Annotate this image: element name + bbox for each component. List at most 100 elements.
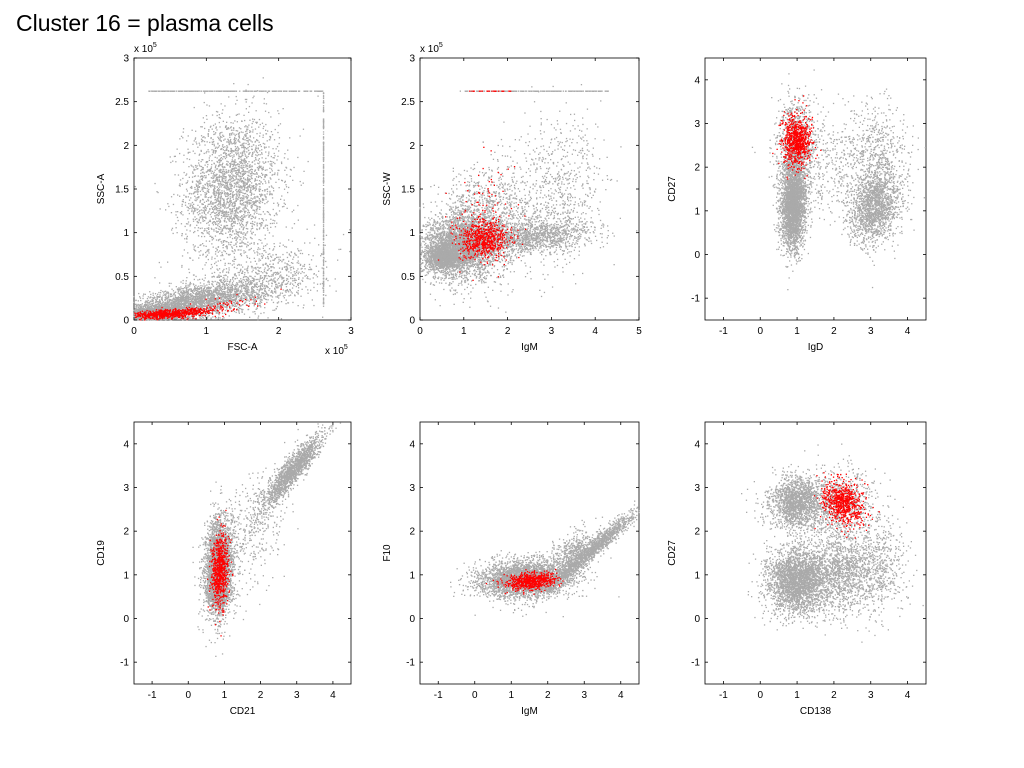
cell-point (235, 141, 237, 143)
cell-point (240, 264, 242, 266)
cell-point (220, 224, 222, 226)
cell-point (213, 187, 216, 189)
cell-point (231, 176, 233, 178)
cell-point (193, 175, 196, 178)
cell-point (230, 170, 233, 172)
cell-point (260, 194, 262, 196)
cell-point (243, 285, 246, 287)
cell-point (245, 207, 247, 209)
cell-point (210, 172, 212, 174)
cell-point (246, 246, 248, 248)
cell-point (192, 166, 195, 168)
cell-point (201, 235, 203, 238)
cell-point (242, 216, 245, 218)
cell-point (212, 138, 214, 141)
cell-point (284, 180, 286, 182)
cell-point (262, 183, 264, 185)
cell-point (230, 200, 232, 202)
cell-point (188, 271, 191, 274)
cell-point (182, 288, 184, 290)
cell-point (234, 250, 236, 252)
cell-point (262, 142, 264, 145)
cell-point (258, 228, 261, 230)
cell-point (231, 205, 233, 207)
cell-point (193, 140, 195, 142)
cell-point (219, 117, 221, 119)
cell-point (247, 188, 249, 191)
cell-point (269, 163, 271, 165)
cell-point (236, 169, 239, 171)
cell-point (194, 188, 196, 191)
cell-point (213, 228, 215, 231)
cell-point (267, 161, 269, 163)
cell-point (216, 248, 218, 251)
cell-point (219, 250, 221, 252)
cell-point (236, 194, 238, 196)
cell-point (231, 231, 234, 233)
cell-point (212, 218, 214, 220)
cell-point (147, 302, 149, 304)
cell-point (229, 230, 231, 233)
cell-point (244, 192, 247, 195)
cell-point (248, 185, 250, 187)
cell-point (264, 195, 266, 197)
cell-point (224, 138, 226, 140)
cell-point (232, 294, 235, 296)
cell-point (218, 164, 220, 167)
cell-point (250, 166, 252, 168)
cell-point (230, 179, 232, 181)
cell-point (175, 222, 177, 225)
cell-point (246, 130, 248, 132)
cell-point (235, 229, 237, 231)
cell-point (242, 192, 244, 194)
cell-point (250, 173, 252, 175)
cell-point (220, 286, 222, 288)
cell-point (221, 177, 223, 179)
cell-point (242, 185, 244, 188)
cell-point (219, 219, 221, 222)
cell-point (148, 304, 150, 306)
cell-point (226, 184, 229, 186)
cell-point (216, 210, 219, 212)
cell-point (244, 212, 246, 214)
cell-point (254, 234, 256, 236)
cell-point (156, 297, 158, 299)
cell-point (235, 198, 237, 200)
cell-point (230, 141, 232, 143)
cell-point (199, 201, 201, 203)
cell-point (216, 231, 218, 233)
cell-point (299, 135, 301, 137)
cell-point (210, 202, 212, 204)
cell-point (205, 196, 207, 198)
cell-point (220, 255, 222, 257)
cell-point (246, 194, 248, 196)
cell-point (249, 136, 251, 138)
cell-point (210, 137, 212, 139)
cell-point (187, 206, 189, 209)
cell-point (204, 220, 206, 222)
cell-point (167, 293, 170, 295)
cell-point (233, 213, 235, 215)
cell-point (214, 235, 217, 237)
cell-point (241, 186, 243, 188)
cell-point (221, 228, 223, 230)
cell-point (239, 210, 241, 212)
cell-point (232, 276, 234, 279)
cell-point (242, 182, 244, 184)
cell-point (256, 172, 258, 174)
cell-point (238, 137, 241, 139)
cell-point (196, 209, 198, 211)
cell-point (255, 208, 257, 211)
cell-point (230, 127, 232, 129)
cell-point (190, 197, 192, 199)
cell-point (249, 119, 251, 121)
cell-point (251, 155, 254, 157)
cell-point (234, 159, 236, 161)
cell-point (237, 231, 239, 233)
cell-point (273, 139, 276, 141)
cell-point (299, 180, 301, 183)
cell-point (192, 274, 195, 276)
cell-point (223, 204, 225, 206)
cell-point (206, 205, 209, 207)
cell-point (232, 157, 234, 159)
